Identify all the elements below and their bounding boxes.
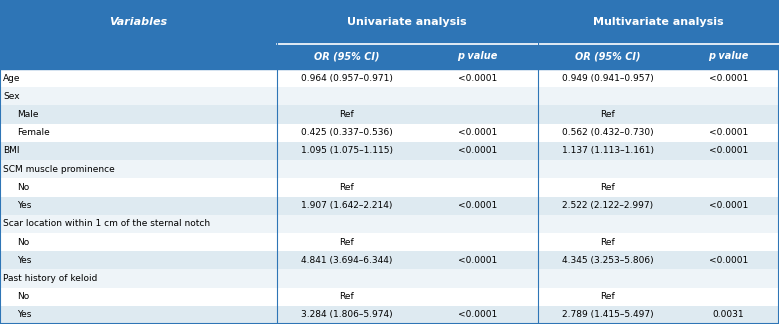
- Text: p value: p value: [457, 52, 497, 61]
- Text: No: No: [17, 183, 30, 192]
- Text: 1.137 (1.113–1.161): 1.137 (1.113–1.161): [562, 146, 654, 156]
- Text: <0.0001: <0.0001: [709, 201, 748, 210]
- Bar: [0, 69, 779, 87]
- Text: Ref: Ref: [601, 292, 615, 301]
- Text: Past history of keloid: Past history of keloid: [3, 274, 97, 283]
- Text: 4.841 (3.694–6.344): 4.841 (3.694–6.344): [301, 256, 393, 265]
- Text: BMI: BMI: [3, 146, 19, 156]
- Bar: [0, 142, 779, 160]
- Text: p value: p value: [708, 52, 749, 61]
- Bar: [0, 160, 779, 178]
- Text: Multivariate analysis: Multivariate analysis: [593, 17, 724, 27]
- Text: 2.522 (2.122–2.997): 2.522 (2.122–2.997): [562, 201, 653, 210]
- Text: Ref: Ref: [340, 183, 354, 192]
- Text: OR (95% CI): OR (95% CI): [575, 52, 640, 61]
- Text: No: No: [17, 292, 30, 301]
- Text: 1.095 (1.075–1.115): 1.095 (1.075–1.115): [301, 146, 393, 156]
- Text: 1.907 (1.642–2.214): 1.907 (1.642–2.214): [301, 201, 393, 210]
- Text: Univariate analysis: Univariate analysis: [347, 17, 467, 27]
- Bar: [0, 269, 779, 288]
- Text: Variables: Variables: [109, 17, 167, 27]
- Text: Ref: Ref: [601, 110, 615, 119]
- Text: Ref: Ref: [340, 110, 354, 119]
- Text: OR (95% CI): OR (95% CI): [314, 52, 379, 61]
- Text: 0.425 (0.337–0.536): 0.425 (0.337–0.536): [301, 128, 393, 137]
- Bar: [0, 124, 779, 142]
- Text: No: No: [17, 237, 30, 247]
- Bar: [0, 44, 779, 69]
- Text: Female: Female: [17, 128, 50, 137]
- Bar: [0, 178, 779, 196]
- Text: 0.949 (0.941–0.957): 0.949 (0.941–0.957): [562, 74, 654, 83]
- Bar: [0, 251, 779, 269]
- Bar: [0, 196, 779, 215]
- Bar: [0, 288, 779, 306]
- Text: <0.0001: <0.0001: [457, 310, 497, 319]
- Text: <0.0001: <0.0001: [457, 201, 497, 210]
- Bar: [0, 233, 779, 251]
- Text: 3.284 (1.806–5.974): 3.284 (1.806–5.974): [301, 310, 393, 319]
- Text: Age: Age: [3, 74, 20, 83]
- Text: <0.0001: <0.0001: [457, 146, 497, 156]
- Text: <0.0001: <0.0001: [709, 256, 748, 265]
- Text: Yes: Yes: [17, 310, 31, 319]
- Text: Ref: Ref: [601, 183, 615, 192]
- Text: <0.0001: <0.0001: [457, 256, 497, 265]
- Bar: [0, 105, 779, 124]
- Text: Sex: Sex: [3, 92, 19, 101]
- Text: Yes: Yes: [17, 256, 31, 265]
- Text: <0.0001: <0.0001: [709, 146, 748, 156]
- Text: Male: Male: [17, 110, 39, 119]
- Text: Ref: Ref: [340, 292, 354, 301]
- Text: <0.0001: <0.0001: [709, 128, 748, 137]
- Text: 4.345 (3.253–5.806): 4.345 (3.253–5.806): [562, 256, 654, 265]
- Text: 0.562 (0.432–0.730): 0.562 (0.432–0.730): [562, 128, 654, 137]
- Text: 0.0031: 0.0031: [713, 310, 744, 319]
- Text: <0.0001: <0.0001: [457, 128, 497, 137]
- Bar: [0, 215, 779, 233]
- Text: <0.0001: <0.0001: [709, 74, 748, 83]
- Text: Ref: Ref: [601, 237, 615, 247]
- Text: Yes: Yes: [17, 201, 31, 210]
- Bar: [0, 306, 779, 324]
- Bar: [0, 87, 779, 105]
- Text: SCM muscle prominence: SCM muscle prominence: [3, 165, 115, 174]
- Text: 0.964 (0.957–0.971): 0.964 (0.957–0.971): [301, 74, 393, 83]
- Text: Ref: Ref: [340, 237, 354, 247]
- Text: 2.789 (1.415–5.497): 2.789 (1.415–5.497): [562, 310, 654, 319]
- Bar: [0, 0, 779, 44]
- Text: Scar location within 1 cm of the sternal notch: Scar location within 1 cm of the sternal…: [3, 219, 210, 228]
- Text: <0.0001: <0.0001: [457, 74, 497, 83]
